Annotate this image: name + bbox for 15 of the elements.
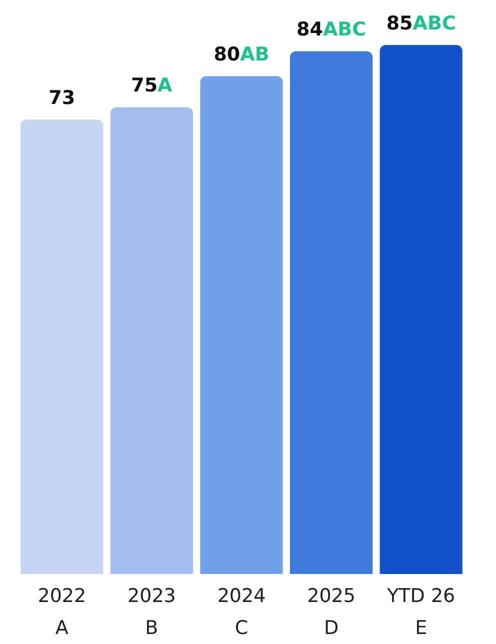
bar <box>200 76 283 574</box>
data-label: 75A <box>131 74 173 97</box>
x-tick-label: 2022 A <box>38 585 86 639</box>
data-label: 85ABC <box>386 12 456 34</box>
x-tick-label: 2025 D <box>307 585 356 639</box>
data-label: 73 <box>48 87 76 110</box>
data-label: 84ABC <box>296 18 366 41</box>
bar <box>110 107 194 574</box>
data-label: 80AB <box>214 44 270 66</box>
bar <box>20 120 104 574</box>
x-tick-label: 2024 C <box>217 585 266 639</box>
bar <box>290 51 373 574</box>
x-tick-label: 2023 B <box>128 585 176 639</box>
bar <box>380 45 462 574</box>
x-tick-label: YTD 26 E <box>386 585 456 639</box>
